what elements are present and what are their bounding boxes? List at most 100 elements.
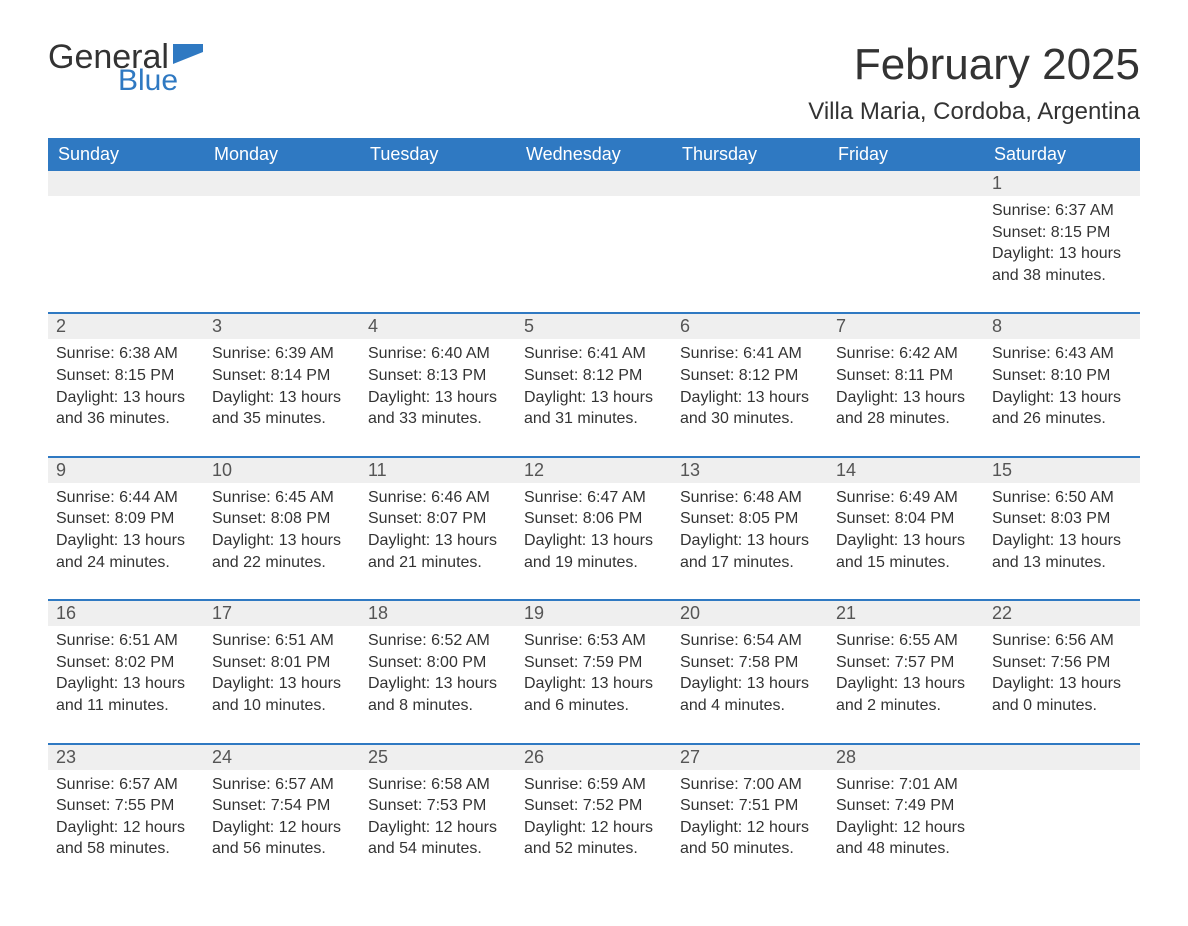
sunset-text: Sunset: 8:13 PM bbox=[368, 365, 508, 387]
calendar-table: SundayMondayTuesdayWednesdayThursdayFrid… bbox=[48, 138, 1140, 886]
sunset-text: Sunset: 7:55 PM bbox=[56, 795, 196, 817]
day-body-cell: Sunrise: 6:51 AMSunset: 8:02 PMDaylight:… bbox=[48, 626, 204, 743]
weekday-header: Friday bbox=[828, 138, 984, 171]
daylight-text-2: and 13 minutes. bbox=[992, 552, 1132, 574]
day-number-cell: 26 bbox=[516, 745, 672, 770]
day-body-cell bbox=[828, 196, 984, 313]
day-number-cell bbox=[516, 171, 672, 196]
day-body-cell: Sunrise: 6:39 AMSunset: 8:14 PMDaylight:… bbox=[204, 339, 360, 456]
sunrise-text: Sunrise: 7:01 AM bbox=[836, 774, 976, 796]
day-number-cell: 11 bbox=[360, 458, 516, 483]
daylight-text-1: Daylight: 13 hours bbox=[524, 387, 664, 409]
sunrise-text: Sunrise: 6:49 AM bbox=[836, 487, 976, 509]
day-number-cell: 8 bbox=[984, 314, 1140, 339]
daylight-text-2: and 48 minutes. bbox=[836, 838, 976, 860]
daylight-text-2: and 58 minutes. bbox=[56, 838, 196, 860]
daylight-text-1: Daylight: 13 hours bbox=[524, 673, 664, 695]
daylight-text-1: Daylight: 13 hours bbox=[992, 530, 1132, 552]
day-number-cell: 23 bbox=[48, 745, 204, 770]
day-body-cell: Sunrise: 6:53 AMSunset: 7:59 PMDaylight:… bbox=[516, 626, 672, 743]
daylight-text-1: Daylight: 13 hours bbox=[680, 673, 820, 695]
day-body-cell: Sunrise: 6:55 AMSunset: 7:57 PMDaylight:… bbox=[828, 626, 984, 743]
sunrise-text: Sunrise: 6:59 AM bbox=[524, 774, 664, 796]
day-number-cell: 3 bbox=[204, 314, 360, 339]
daylight-text-2: and 52 minutes. bbox=[524, 838, 664, 860]
day-number-cell: 24 bbox=[204, 745, 360, 770]
sunrise-text: Sunrise: 6:57 AM bbox=[56, 774, 196, 796]
month-title: February 2025 bbox=[808, 40, 1140, 90]
day-number-cell bbox=[828, 171, 984, 196]
daylight-text-1: Daylight: 12 hours bbox=[524, 817, 664, 839]
sunset-text: Sunset: 8:04 PM bbox=[836, 508, 976, 530]
day-number-cell: 20 bbox=[672, 601, 828, 626]
day-body-cell bbox=[204, 196, 360, 313]
sunset-text: Sunset: 8:00 PM bbox=[368, 652, 508, 674]
day-number-row: 232425262728 bbox=[48, 745, 1140, 770]
sunrise-text: Sunrise: 6:41 AM bbox=[680, 343, 820, 365]
day-body-cell: Sunrise: 6:44 AMSunset: 8:09 PMDaylight:… bbox=[48, 483, 204, 600]
day-number-cell: 21 bbox=[828, 601, 984, 626]
sunset-text: Sunset: 8:03 PM bbox=[992, 508, 1132, 530]
sunset-text: Sunset: 8:09 PM bbox=[56, 508, 196, 530]
daylight-text-2: and 24 minutes. bbox=[56, 552, 196, 574]
sunrise-text: Sunrise: 6:42 AM bbox=[836, 343, 976, 365]
daylight-text-1: Daylight: 13 hours bbox=[992, 673, 1132, 695]
daylight-text-1: Daylight: 13 hours bbox=[836, 530, 976, 552]
sunrise-text: Sunrise: 6:38 AM bbox=[56, 343, 196, 365]
day-number-cell bbox=[360, 171, 516, 196]
day-body-cell: Sunrise: 6:42 AMSunset: 8:11 PMDaylight:… bbox=[828, 339, 984, 456]
daylight-text-2: and 10 minutes. bbox=[212, 695, 352, 717]
day-body-cell: Sunrise: 6:57 AMSunset: 7:54 PMDaylight:… bbox=[204, 770, 360, 886]
day-body-row: Sunrise: 6:37 AMSunset: 8:15 PMDaylight:… bbox=[48, 196, 1140, 313]
day-body-cell: Sunrise: 6:37 AMSunset: 8:15 PMDaylight:… bbox=[984, 196, 1140, 313]
day-body-cell: Sunrise: 6:58 AMSunset: 7:53 PMDaylight:… bbox=[360, 770, 516, 886]
day-body-row: Sunrise: 6:38 AMSunset: 8:15 PMDaylight:… bbox=[48, 339, 1140, 456]
day-body-cell: Sunrise: 6:41 AMSunset: 8:12 PMDaylight:… bbox=[516, 339, 672, 456]
day-number-cell: 22 bbox=[984, 601, 1140, 626]
daylight-text-2: and 33 minutes. bbox=[368, 408, 508, 430]
day-number-cell: 27 bbox=[672, 745, 828, 770]
day-number-row: 16171819202122 bbox=[48, 601, 1140, 626]
sunrise-text: Sunrise: 6:57 AM bbox=[212, 774, 352, 796]
daylight-text-1: Daylight: 13 hours bbox=[56, 530, 196, 552]
sunset-text: Sunset: 7:51 PM bbox=[680, 795, 820, 817]
daylight-text-2: and 26 minutes. bbox=[992, 408, 1132, 430]
sunset-text: Sunset: 8:11 PM bbox=[836, 365, 976, 387]
sunset-text: Sunset: 8:02 PM bbox=[56, 652, 196, 674]
daylight-text-1: Daylight: 13 hours bbox=[212, 530, 352, 552]
weekday-header: Monday bbox=[204, 138, 360, 171]
day-body-cell bbox=[360, 196, 516, 313]
day-body-cell: Sunrise: 6:57 AMSunset: 7:55 PMDaylight:… bbox=[48, 770, 204, 886]
day-number-cell: 15 bbox=[984, 458, 1140, 483]
sunrise-text: Sunrise: 7:00 AM bbox=[680, 774, 820, 796]
daylight-text-1: Daylight: 13 hours bbox=[524, 530, 664, 552]
day-body-cell bbox=[984, 770, 1140, 886]
day-number-cell: 7 bbox=[828, 314, 984, 339]
daylight-text-1: Daylight: 13 hours bbox=[368, 530, 508, 552]
daylight-text-2: and 8 minutes. bbox=[368, 695, 508, 717]
day-body-cell: Sunrise: 6:59 AMSunset: 7:52 PMDaylight:… bbox=[516, 770, 672, 886]
sunset-text: Sunset: 7:54 PM bbox=[212, 795, 352, 817]
daylight-text-2: and 2 minutes. bbox=[836, 695, 976, 717]
sunrise-text: Sunrise: 6:58 AM bbox=[368, 774, 508, 796]
sunset-text: Sunset: 7:57 PM bbox=[836, 652, 976, 674]
day-body-cell bbox=[48, 196, 204, 313]
weekday-header-row: SundayMondayTuesdayWednesdayThursdayFrid… bbox=[48, 138, 1140, 171]
sunset-text: Sunset: 8:12 PM bbox=[524, 365, 664, 387]
sunset-text: Sunset: 8:14 PM bbox=[212, 365, 352, 387]
day-number-cell: 18 bbox=[360, 601, 516, 626]
sunrise-text: Sunrise: 6:52 AM bbox=[368, 630, 508, 652]
sunrise-text: Sunrise: 6:51 AM bbox=[212, 630, 352, 652]
daylight-text-2: and 28 minutes. bbox=[836, 408, 976, 430]
daylight-text-2: and 17 minutes. bbox=[680, 552, 820, 574]
day-body-cell: Sunrise: 7:01 AMSunset: 7:49 PMDaylight:… bbox=[828, 770, 984, 886]
day-body-cell bbox=[672, 196, 828, 313]
sunrise-text: Sunrise: 6:47 AM bbox=[524, 487, 664, 509]
day-number-cell: 17 bbox=[204, 601, 360, 626]
daylight-text-1: Daylight: 12 hours bbox=[212, 817, 352, 839]
sunset-text: Sunset: 7:52 PM bbox=[524, 795, 664, 817]
sunset-text: Sunset: 8:01 PM bbox=[212, 652, 352, 674]
header-bar: General Blue February 2025 Villa Maria, … bbox=[48, 40, 1140, 126]
daylight-text-1: Daylight: 13 hours bbox=[56, 673, 196, 695]
day-body-cell: Sunrise: 7:00 AMSunset: 7:51 PMDaylight:… bbox=[672, 770, 828, 886]
